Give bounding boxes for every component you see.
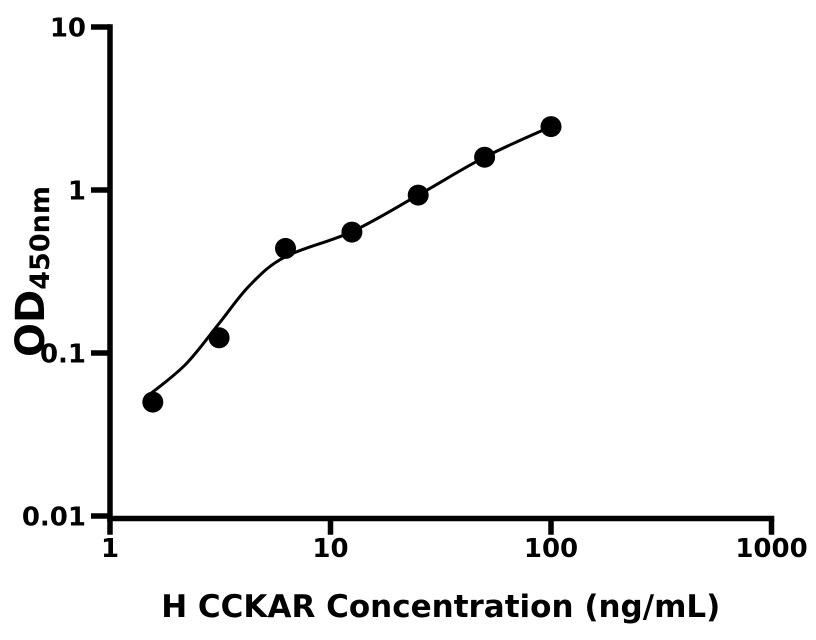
data-point [275, 237, 296, 259]
x-tick-label: 1000 [735, 534, 807, 564]
fit-curve [145, 125, 552, 398]
data-point [540, 116, 562, 138]
x-tick-label: 1 [101, 534, 119, 564]
data-point [407, 184, 429, 206]
y-axis-title-subscript: 450nm [25, 186, 56, 290]
y-tick-label: 0.01 [22, 503, 86, 533]
data-point [142, 391, 164, 413]
y-tick-label: 1 [68, 177, 86, 207]
y-tick-label: 10 [50, 14, 86, 44]
y-axis-title: OD450nm [8, 186, 56, 357]
data-point [208, 327, 230, 349]
y-axis-title-main: OD [8, 290, 54, 357]
y-tick-label: 0.1 [40, 340, 86, 370]
x-axis-title: H CCKAR Concentration (ng/mL) [161, 589, 720, 625]
data-point [474, 146, 496, 168]
x-tick-label: 100 [524, 534, 578, 564]
data-point [341, 221, 363, 243]
x-tick-label: 10 [312, 534, 348, 564]
